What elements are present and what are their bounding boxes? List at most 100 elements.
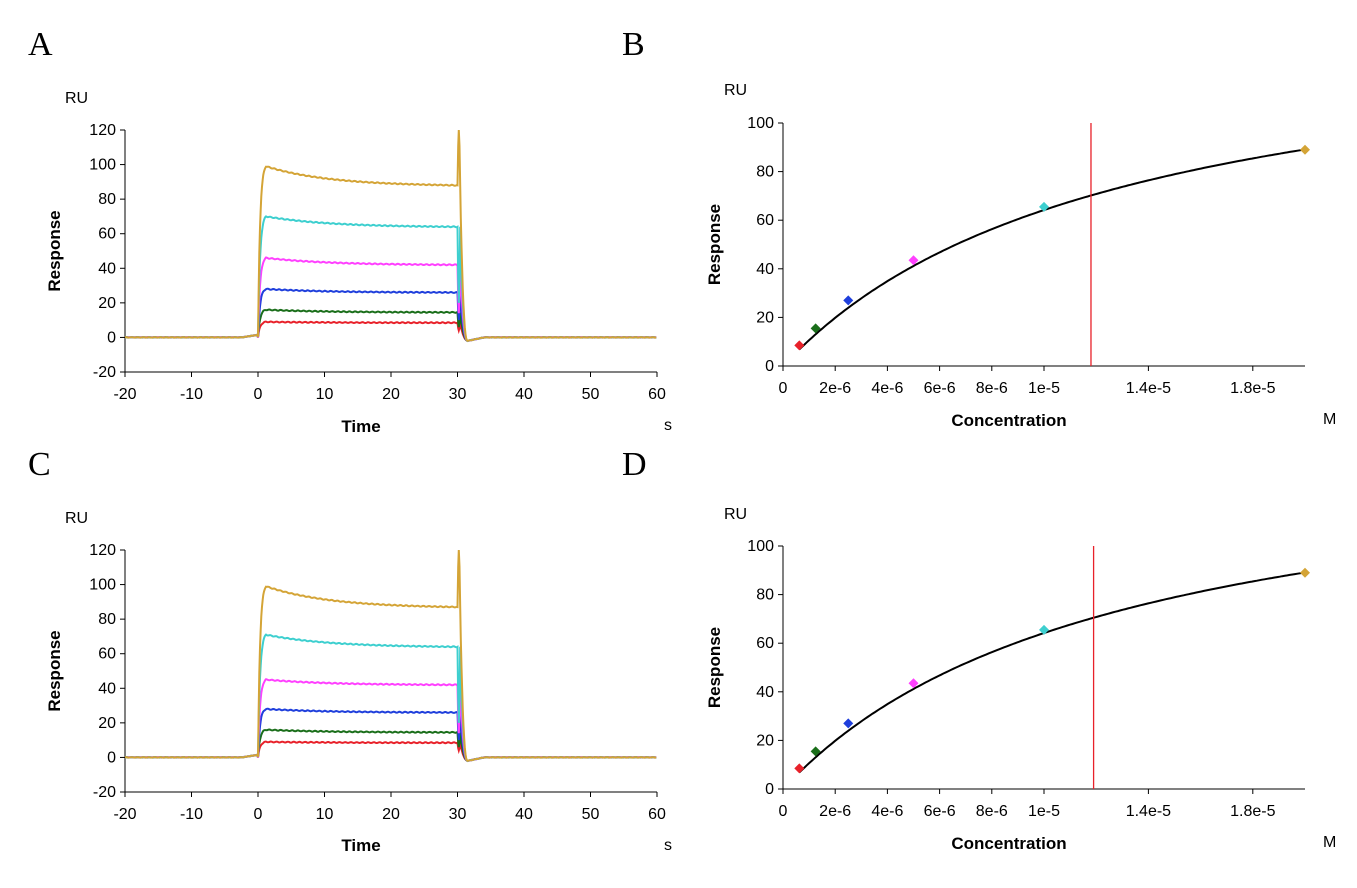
- x-tick-label: 2e-6: [819, 803, 851, 820]
- x-tick-label: 2e-6: [819, 380, 851, 397]
- x-axis-title: Concentration: [951, 411, 1066, 430]
- data-point-red: [794, 763, 805, 774]
- x-tick-label: 1.8e-5: [1230, 803, 1275, 820]
- y-tick-label: 80: [98, 191, 116, 208]
- y-tick-label: 0: [107, 749, 116, 766]
- x-tick-label: 4e-6: [871, 803, 903, 820]
- series-line-blue: [124, 287, 657, 342]
- x-tick-label: 30: [449, 386, 467, 403]
- chart-panel-a: A RU s -20 0 20 40 60 80 100 120 -20 -10 0 10 20 30 40 50 6…: [28, 26, 672, 436]
- y-tick-label: 40: [756, 261, 774, 278]
- x-tick-label: 1.4e-5: [1126, 380, 1171, 397]
- y-tick-label: 60: [98, 646, 116, 663]
- x-unit-label: M: [1323, 411, 1336, 428]
- x-tick-label: -20: [113, 806, 136, 823]
- data-point-green: [810, 323, 821, 334]
- y-tick-label: 120: [89, 542, 116, 559]
- y-axis-title: Response: [45, 630, 64, 711]
- x-tick-label: 8e-6: [976, 380, 1008, 397]
- y-tick-label: 120: [89, 122, 116, 139]
- data-point-gold: [1300, 567, 1310, 578]
- x-unit-label: s: [664, 837, 672, 854]
- series-line-green: [124, 728, 657, 763]
- y-tick-label: 60: [98, 226, 116, 243]
- y-unit-label: RU: [724, 82, 747, 99]
- data-point-blue: [843, 295, 854, 306]
- fit-curve: [798, 571, 1306, 774]
- panel-label: B: [622, 26, 645, 63]
- y-tick-label: 80: [756, 164, 774, 181]
- y-tick-label: 40: [98, 260, 116, 277]
- y-tick-label: 100: [89, 577, 116, 594]
- x-tick-label: 10: [316, 806, 334, 823]
- x-tick-label: 50: [582, 386, 600, 403]
- y-tick-label: 20: [98, 295, 116, 312]
- x-tick-label: -10: [180, 386, 203, 403]
- data-point-green: [810, 746, 821, 757]
- y-unit-label: RU: [724, 506, 747, 523]
- y-tick-label: 20: [756, 732, 774, 749]
- series-line-gold: [125, 129, 657, 343]
- y-axis-title: Response: [705, 204, 724, 285]
- x-tick-label: 40: [515, 806, 533, 823]
- x-unit-label: s: [664, 417, 672, 434]
- x-tick-label: 8e-6: [976, 803, 1008, 820]
- data-point-magenta: [908, 678, 919, 689]
- y-tick-label: 20: [98, 715, 116, 732]
- y-tick-label: -20: [93, 784, 116, 801]
- x-tick-label: 4e-6: [871, 380, 903, 397]
- x-tick-label: 0: [779, 380, 788, 397]
- x-tick-label: 20: [382, 806, 400, 823]
- y-tick-label: 100: [747, 115, 774, 132]
- y-tick-label: 60: [756, 212, 774, 229]
- x-unit-label: M: [1323, 834, 1336, 851]
- x-axis-title: Time: [341, 417, 380, 436]
- y-tick-label: 20: [756, 309, 774, 326]
- x-tick-label: 20: [382, 386, 400, 403]
- x-tick-label: 50: [582, 806, 600, 823]
- x-tick-label: 0: [254, 806, 263, 823]
- chart-panel-d: D RU M 0 20 40 60 80 100 0 2e-6 4e-6 6e-6 8e-6 1e-5 1.4…: [622, 446, 1336, 853]
- y-tick-label: 80: [756, 587, 774, 604]
- panel-label: A: [28, 26, 53, 63]
- x-tick-label: 6e-6: [924, 380, 956, 397]
- data-point-red: [794, 340, 805, 351]
- x-tick-label: 0: [779, 803, 788, 820]
- series-line-green: [124, 308, 657, 343]
- series-line-magenta: [125, 256, 657, 342]
- y-tick-label: 100: [89, 157, 116, 174]
- data-point-magenta: [908, 255, 919, 266]
- x-tick-label: -20: [113, 386, 136, 403]
- x-tick-label: -10: [180, 806, 203, 823]
- x-tick-label: 1.8e-5: [1230, 380, 1275, 397]
- y-tick-label: 0: [107, 329, 116, 346]
- data-point-gold: [1300, 144, 1310, 155]
- fit-curve: [798, 148, 1306, 351]
- x-axis-title: Time: [341, 836, 380, 855]
- data-point-cyan: [1039, 201, 1049, 212]
- y-tick-label: 40: [98, 680, 116, 697]
- x-tick-label: 40: [515, 386, 533, 403]
- x-tick-label: 30: [449, 806, 467, 823]
- y-tick-label: 40: [756, 684, 774, 701]
- x-axis-title: Concentration: [951, 834, 1066, 853]
- chart-panel-b: B RU M 0 20 40 60 80 100 0 2e-6 4e-6 6e-6 8e-6 1e-5 1.4…: [622, 26, 1336, 430]
- y-tick-label: 100: [747, 538, 774, 555]
- panel-label: C: [28, 446, 51, 483]
- y-unit-label: RU: [65, 510, 88, 527]
- x-tick-label: 60: [648, 386, 666, 403]
- y-unit-label: RU: [65, 90, 88, 107]
- x-tick-label: 0: [254, 386, 263, 403]
- y-tick-label: 0: [765, 358, 774, 375]
- series-line-gold: [125, 549, 657, 763]
- data-point-blue: [843, 718, 854, 729]
- x-tick-label: 6e-6: [924, 803, 956, 820]
- y-tick-label: 80: [98, 611, 116, 628]
- series-line-magenta: [125, 678, 657, 762]
- x-tick-label: 1.4e-5: [1126, 803, 1171, 820]
- series-line-blue: [124, 707, 657, 762]
- y-axis-title: Response: [45, 210, 64, 291]
- y-axis-title: Response: [705, 627, 724, 708]
- x-tick-label: 1e-5: [1028, 380, 1060, 397]
